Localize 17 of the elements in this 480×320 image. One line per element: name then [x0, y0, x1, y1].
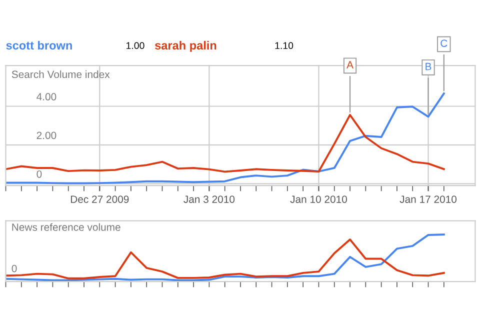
text: scott brown — [6, 40, 72, 50]
y-axis-title: Search Volume index — [12, 70, 110, 78]
y-tick-label: 2.00 — [36, 132, 56, 140]
annotation: C — [440, 40, 448, 47]
x-tick-label: Jan 3 2010 — [184, 196, 235, 203]
text: 1.00 — [126, 42, 144, 50]
y-axis-title: News reference volume — [12, 223, 120, 231]
text: sarah palin — [154, 40, 216, 52]
x-tick-label: Jan 10 2010 — [290, 196, 347, 203]
annotation: 0 — [12, 264, 17, 272]
x-tick-label: Dec 27 2009 — [70, 196, 129, 203]
text: 1.10 — [275, 42, 294, 50]
annotation: A — [346, 61, 354, 68]
x-tick-label: Jan 17 2010 — [400, 196, 457, 203]
annotation: B — [426, 62, 432, 70]
y-tick-label: 0 — [36, 170, 42, 178]
y-tick-label: 4.00 — [36, 93, 56, 100]
